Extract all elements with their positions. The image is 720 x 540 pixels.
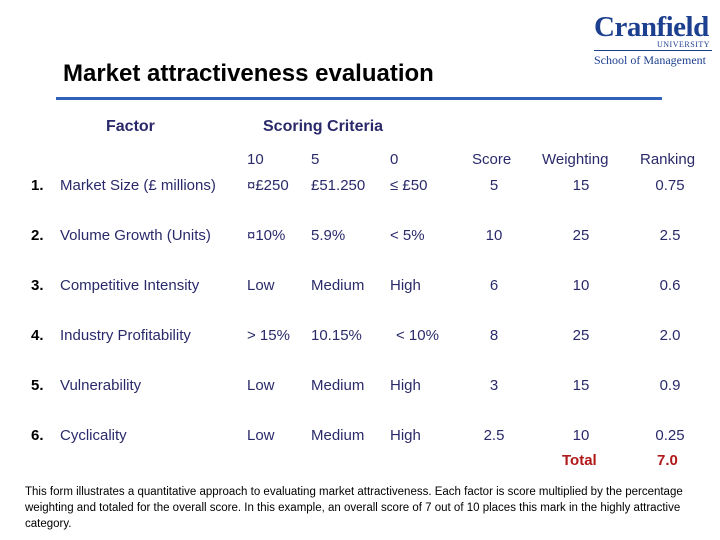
row-criteria-0: High: [390, 377, 421, 394]
row-criteria-10: Low: [247, 277, 275, 294]
total-label: Total: [562, 452, 597, 469]
row-number: 2.: [31, 227, 44, 244]
row-score: 8: [489, 327, 499, 344]
row-factor: Market Size (£ millions): [60, 177, 216, 194]
page-title: Market attractiveness evaluation: [63, 60, 434, 87]
row-score: 3: [489, 377, 499, 394]
row-weighting: 10: [572, 427, 590, 444]
row-criteria-0: ≤ £50: [390, 177, 428, 194]
logo-rule: [594, 50, 712, 51]
col-header-10: 10: [247, 151, 264, 168]
row-criteria-5: Medium: [311, 377, 365, 394]
row-weighting: 25: [572, 327, 590, 344]
factor-header: Factor: [106, 118, 155, 135]
row-criteria-5: Medium: [311, 277, 365, 294]
footer-note: This form illustrates a quantitative app…: [25, 486, 683, 530]
logo-university: UNIVERSITY: [657, 40, 710, 49]
row-criteria-10: Low: [247, 427, 275, 444]
row-criteria-5: 5.9%: [311, 227, 346, 244]
row-factor: Volume Growth (Units): [60, 227, 211, 244]
row-criteria-5: £51.250: [311, 177, 366, 194]
row-criteria-10: ¤£250: [247, 177, 289, 194]
row-weighting: 15: [572, 377, 590, 394]
row-criteria-10: Low: [247, 377, 275, 394]
row-number: 3.: [31, 277, 44, 294]
cranfield-logo: Cranfield UNIVERSITY School of Managemen…: [594, 11, 712, 67]
col-header-score: Score: [472, 151, 512, 168]
row-criteria-0: High: [390, 277, 421, 294]
total-value: 7.0: [657, 452, 678, 469]
logo-brand: Cranfield: [594, 11, 709, 43]
row-criteria-0: < 10%: [396, 327, 439, 344]
row-score: 2.5: [483, 427, 505, 444]
row-weighting: 10: [572, 277, 590, 294]
title-underline: [56, 97, 662, 100]
col-header-weighting: Weighting: [542, 151, 609, 168]
row-weighting: 15: [572, 177, 590, 194]
row-ranking: 0.25: [655, 427, 685, 444]
row-ranking: 0.75: [655, 177, 685, 194]
row-ranking: 0.9: [659, 377, 681, 394]
row-factor: Vulnerability: [60, 377, 142, 394]
row-ranking: 2.0: [659, 327, 681, 344]
logo-school: School of Management: [594, 53, 706, 67]
row-ranking: 0.6: [659, 277, 681, 294]
row-weighting: 25: [572, 227, 590, 244]
row-number: 5.: [31, 377, 44, 394]
row-score: 6: [489, 277, 499, 294]
row-number: 1.: [31, 177, 44, 194]
row-criteria-10: > 15%: [247, 327, 290, 344]
col-header-0: 0: [390, 151, 399, 168]
row-number: 6.: [31, 427, 44, 444]
row-number: 4.: [31, 327, 44, 344]
row-score: 5: [489, 177, 499, 194]
row-criteria-0: < 5%: [390, 227, 425, 244]
row-criteria-5: Medium: [311, 427, 365, 444]
row-criteria-5: 10.15%: [311, 327, 362, 344]
row-factor: Cyclicality: [60, 427, 127, 444]
col-header-ranking: Ranking: [640, 151, 696, 168]
row-factor: Industry Profitability: [60, 327, 191, 344]
row-ranking: 2.5: [659, 227, 681, 244]
row-criteria-0: High: [390, 427, 421, 444]
scoring-criteria-header: Scoring Criteria: [263, 118, 384, 135]
row-score: 10: [485, 227, 503, 244]
col-header-5: 5: [311, 151, 320, 168]
row-factor: Competitive Intensity: [60, 277, 200, 294]
row-criteria-10: ¤10%: [247, 227, 286, 244]
